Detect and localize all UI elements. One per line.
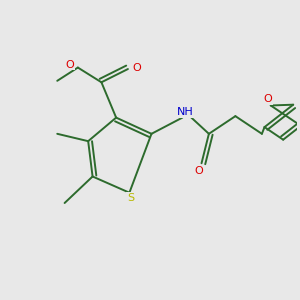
Text: O: O — [195, 167, 203, 176]
Text: O: O — [65, 60, 74, 70]
Text: O: O — [132, 63, 141, 73]
Text: O: O — [263, 94, 272, 104]
Text: NH: NH — [177, 107, 194, 117]
Text: S: S — [127, 193, 134, 203]
